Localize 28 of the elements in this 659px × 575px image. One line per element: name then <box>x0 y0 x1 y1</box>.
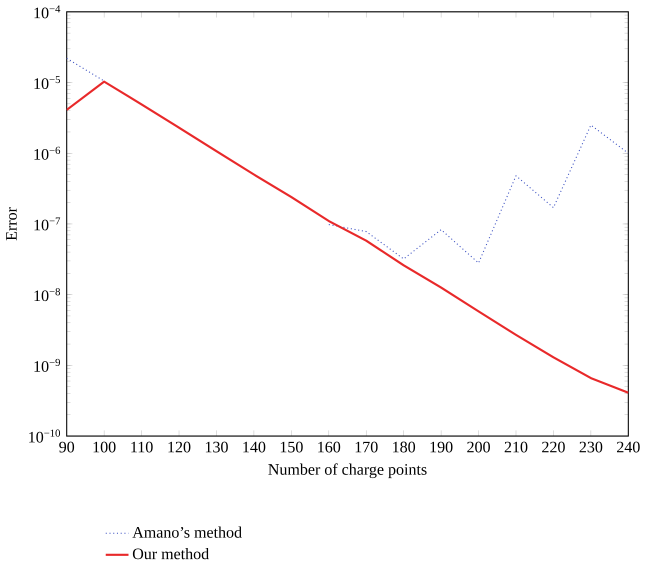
y-tick-label: 10$^{−5}$ <box>34 76 60 90</box>
x-tick-label: 230 <box>580 442 602 453</box>
x-tick-label: 210 <box>504 442 528 453</box>
x-tick-label: 140 <box>243 442 266 453</box>
x-tick-label: 200 <box>467 442 490 453</box>
y-tick-label: 10$^{−8}$ <box>34 288 60 302</box>
x-tick-label: 110 <box>131 442 153 453</box>
line-series <box>66 80 628 394</box>
x-tick-label: 120 <box>168 442 190 453</box>
x-tick-label: 180 <box>393 442 416 453</box>
x-tick-label: 240 <box>617 442 640 453</box>
y-tick-label: 10$^{−7}$ <box>34 218 60 231</box>
y-tick-label: 10$^{−6}$ <box>34 146 60 160</box>
y-tick-label: 10$^{−4}$ <box>34 5 60 18</box>
y-tick-label: 10$^{−9}$ <box>34 358 60 372</box>
x-tick-label: 100 <box>94 442 116 453</box>
y-tick-label: 10$^{−10}$ <box>29 430 60 443</box>
x-axis-title: Number of charge points <box>268 464 427 478</box>
x-tick-label: 160 <box>318 442 340 453</box>
x-tick-label: 220 <box>542 442 565 453</box>
legend-label: Our method <box>132 548 209 560</box>
x-tick-label: 150 <box>280 442 303 453</box>
x-tick-label: 90 <box>59 442 74 453</box>
x-tick-label: 130 <box>206 442 228 453</box>
legend-label: Amano’s method <box>132 526 242 538</box>
x-tick-label: 170 <box>356 442 378 453</box>
x-tick-label: 190 <box>430 442 453 453</box>
y-axis-title: Error <box>6 207 17 240</box>
